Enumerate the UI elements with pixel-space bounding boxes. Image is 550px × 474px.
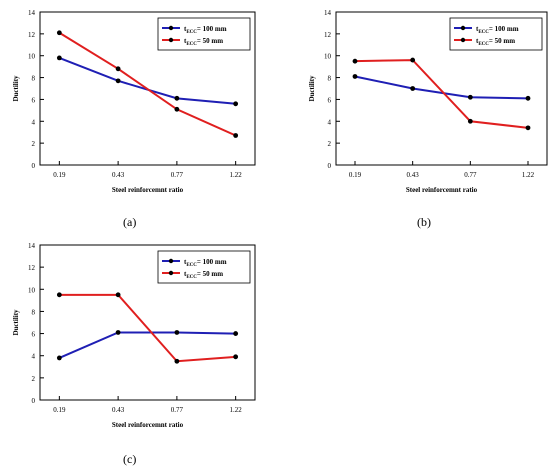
chart-panel-1: 0 2 4 6 8 10 12 14 0.19 0.43 0.77 1.22 Steel reinfor… bbox=[12, 9, 256, 194]
legend-marker bbox=[168, 270, 174, 276]
y-tick-label: 6 bbox=[328, 96, 332, 104]
data-point bbox=[233, 101, 239, 107]
y-tick-label: 8 bbox=[32, 308, 36, 316]
x-axis-label: Steel reinforcemnt ratio bbox=[406, 186, 478, 194]
legend-marker bbox=[460, 25, 466, 31]
plot-frame bbox=[39, 11, 256, 166]
y-tick-label: 6 bbox=[32, 331, 36, 339]
y-tick-label: 0 bbox=[32, 397, 36, 405]
x-tick-label: 1.22 bbox=[230, 406, 243, 414]
y-tick-label: 6 bbox=[32, 96, 36, 104]
data-point bbox=[352, 74, 358, 79]
y-tick-label: 14 bbox=[28, 9, 36, 17]
y-tick-label: 2 bbox=[328, 140, 332, 148]
legend-box bbox=[157, 17, 251, 51]
x-tick-label: 0.43 bbox=[112, 171, 125, 179]
x-axis-label: Steel reinforcemnt ratio bbox=[112, 421, 184, 429]
y-tick-label: 2 bbox=[32, 375, 36, 383]
plot-frame bbox=[335, 11, 548, 166]
plot-frame bbox=[39, 244, 256, 401]
y-tick-label: 0 bbox=[328, 162, 332, 170]
data-point bbox=[115, 292, 121, 298]
y-tick-label: 14 bbox=[324, 9, 332, 17]
y-tick-label: 12 bbox=[28, 264, 36, 272]
x-tick-label: 0.43 bbox=[407, 171, 420, 179]
caption-a: (a) bbox=[123, 215, 137, 229]
legend-marker bbox=[168, 25, 174, 31]
y-tick-label: 12 bbox=[28, 31, 36, 39]
y-axis-label: Ductility bbox=[308, 75, 316, 102]
legend-label: tECC= 50 mm bbox=[184, 37, 223, 47]
data-point bbox=[174, 95, 180, 101]
data-point bbox=[56, 55, 62, 61]
data-point bbox=[410, 86, 416, 91]
series-line-2 bbox=[354, 59, 529, 129]
data-point bbox=[525, 125, 531, 131]
y-tick-label: 12 bbox=[324, 31, 332, 39]
data-point bbox=[56, 30, 62, 36]
legend-box bbox=[157, 250, 251, 284]
series-line-1 bbox=[58, 56, 236, 105]
data-point bbox=[56, 355, 62, 361]
y-tick-label: 10 bbox=[28, 53, 36, 61]
x-tick-label: 1.22 bbox=[522, 171, 535, 179]
data-point bbox=[467, 94, 473, 100]
caption-c: (c) bbox=[123, 452, 137, 466]
legend-label: tECC= 100 mm bbox=[184, 25, 227, 35]
data-point bbox=[525, 95, 531, 101]
legend-label: tECC= 100 mm bbox=[184, 258, 227, 268]
series-line-2 bbox=[58, 31, 237, 137]
x-tick-label: 0.43 bbox=[112, 406, 125, 414]
x-tick-label: 0.19 bbox=[53, 171, 66, 179]
y-tick-label: 4 bbox=[32, 353, 36, 361]
x-tick-label: 0.19 bbox=[349, 171, 362, 179]
data-point bbox=[467, 118, 473, 124]
data-point bbox=[410, 57, 416, 63]
series-line-2 bbox=[59, 293, 236, 363]
legend-marker bbox=[460, 37, 466, 43]
x-tick-label: 0.77 bbox=[171, 171, 184, 179]
x-tick-label: 1.22 bbox=[230, 171, 243, 179]
data-point bbox=[233, 354, 239, 360]
y-tick-label: 0 bbox=[32, 162, 36, 170]
chart-panel-2: 0 2 4 6 8 10 12 14 0.19 0.43 0.77 1.22 Steel reinfor… bbox=[308, 9, 548, 194]
y-tick-label: 10 bbox=[28, 286, 36, 294]
y-tick-label: 14 bbox=[28, 242, 36, 250]
y-tick-label: 4 bbox=[328, 118, 332, 126]
data-point bbox=[233, 331, 239, 336]
chart-panel-3: 0 2 4 6 8 10 12 14 0.19 0.43 0.77 1.22 Steel reinfor… bbox=[12, 242, 256, 429]
x-tick-label: 0.77 bbox=[171, 406, 184, 414]
legend-label: tECC= 100 mm bbox=[476, 25, 519, 35]
data-point bbox=[174, 358, 180, 364]
legend-box bbox=[449, 17, 543, 51]
y-tick-label: 4 bbox=[32, 118, 36, 126]
data-point bbox=[115, 66, 121, 72]
legend-label: tECC= 50 mm bbox=[184, 270, 223, 280]
y-tick-label: 8 bbox=[32, 75, 36, 83]
data-point bbox=[115, 330, 121, 335]
x-axis-label: Steel reinforcemnt ratio bbox=[112, 186, 184, 194]
legend-label: tECC= 50 mm bbox=[476, 37, 515, 47]
x-tick-label: 0.77 bbox=[464, 171, 477, 179]
data-point bbox=[233, 133, 239, 138]
x-tick-label: 0.19 bbox=[53, 406, 66, 414]
y-axis-label: Ductility bbox=[12, 75, 20, 102]
data-point bbox=[174, 330, 180, 335]
data-point bbox=[352, 58, 358, 64]
data-point bbox=[56, 292, 62, 298]
legend-marker bbox=[168, 258, 174, 264]
y-axis-label: Ductility bbox=[12, 309, 20, 336]
y-tick-label: 2 bbox=[32, 140, 36, 148]
caption-b: (b) bbox=[417, 215, 431, 229]
data-point bbox=[115, 78, 121, 84]
series-line-1 bbox=[354, 75, 529, 100]
data-point bbox=[174, 106, 180, 112]
y-tick-label: 10 bbox=[324, 53, 332, 61]
legend-marker bbox=[168, 37, 174, 43]
series-line-1 bbox=[58, 331, 236, 359]
y-tick-label: 8 bbox=[328, 75, 332, 83]
